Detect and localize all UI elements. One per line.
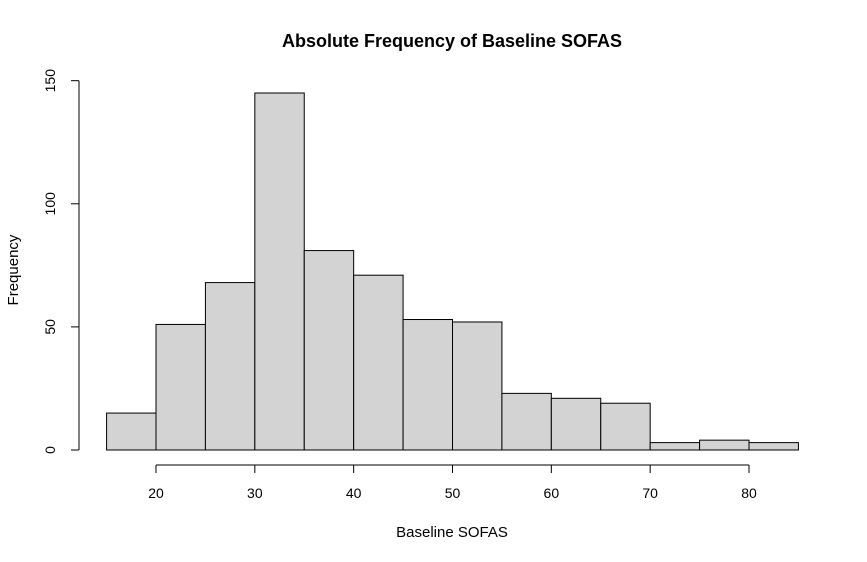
y-axis: 0 50 100 150	[42, 69, 80, 454]
histogram-bar	[452, 321, 503, 451]
histogram-bar	[550, 397, 602, 451]
histogram-bar	[649, 442, 701, 451]
histogram-bar	[748, 442, 799, 451]
chart-title: Absolute Frequency of Baseline SOFAS	[282, 31, 622, 51]
histogram-bar	[402, 319, 454, 451]
x-tick-label: 30	[247, 485, 263, 501]
y-tick-label: 100	[42, 192, 58, 216]
histogram-bar	[106, 412, 157, 451]
histogram-bar	[699, 439, 750, 451]
x-axis-label: Baseline SOFAS	[396, 524, 508, 541]
x-tick-label: 70	[642, 485, 658, 501]
histogram-bar	[353, 274, 404, 451]
x-axis: 20 30 40 50 60 70 80	[148, 464, 757, 501]
histogram-bar	[204, 282, 256, 451]
y-axis-label: Frequency	[5, 234, 22, 305]
histogram-bar	[303, 250, 355, 451]
histogram-bar	[155, 323, 206, 451]
y-tick-label: 50	[42, 319, 58, 335]
y-tick-label: 0	[42, 446, 58, 454]
x-tick-label: 80	[741, 485, 757, 501]
histogram-bar	[501, 392, 552, 451]
histogram-bar	[254, 92, 305, 451]
bars-group	[106, 92, 799, 451]
x-tick-label: 50	[445, 485, 461, 501]
x-tick-label: 60	[544, 485, 560, 501]
x-tick-label: 40	[346, 485, 362, 501]
y-tick-label: 150	[42, 69, 58, 93]
histogram-bar	[600, 402, 651, 451]
x-tick-label: 20	[148, 485, 164, 501]
